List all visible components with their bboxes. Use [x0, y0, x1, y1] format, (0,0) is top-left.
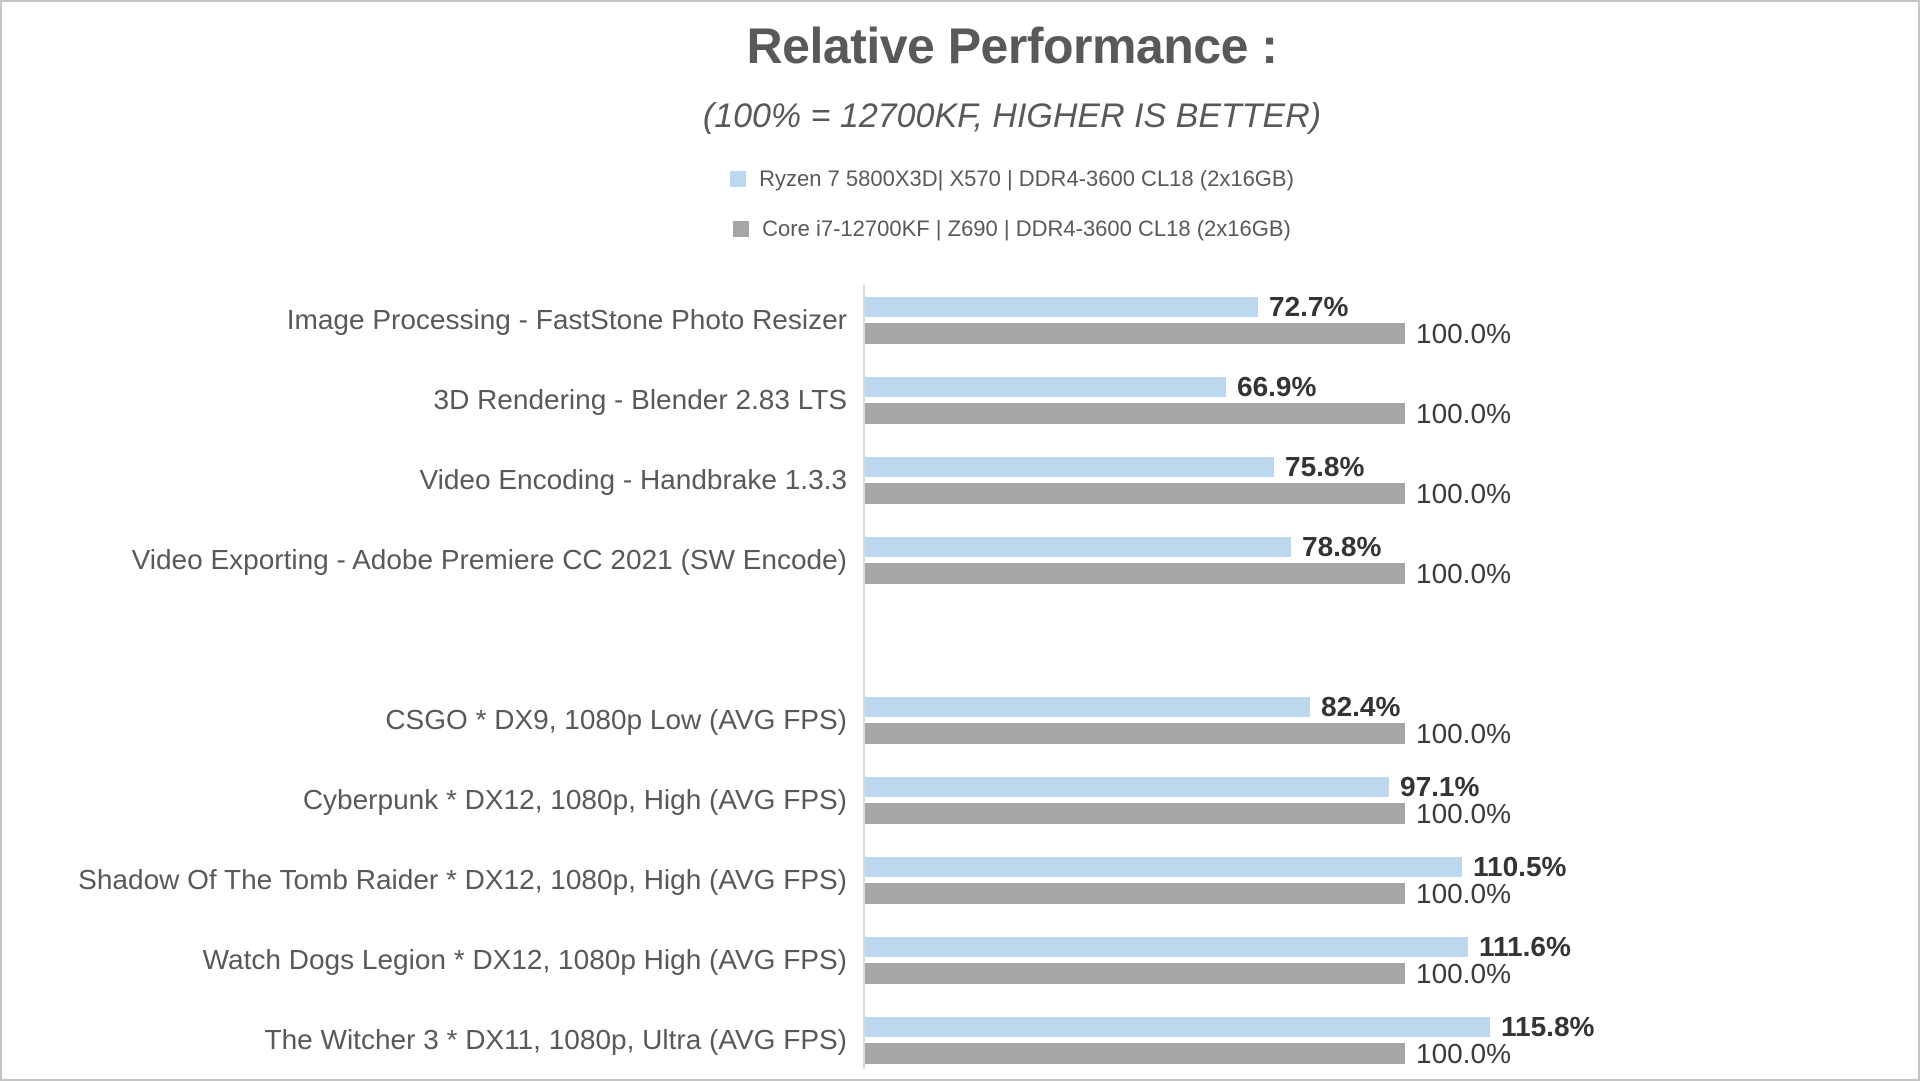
intel-value-label: 100.0%: [1416, 398, 1511, 429]
ryzen-bar: [865, 777, 1389, 797]
ryzen-bar: [865, 1017, 1490, 1037]
intel-value-label: 100.0%: [1416, 718, 1511, 749]
category-label: Watch Dogs Legion * DX12, 1080p High (AV…: [202, 944, 847, 975]
intel-bar: [865, 1043, 1405, 1064]
ryzen-value-label: 115.8%: [1501, 1011, 1595, 1042]
legend: Ryzen 7 5800X3D| X570 | DDR4-3600 CL18 (…: [102, 166, 1918, 242]
intel-value-label: 100.0%: [1416, 878, 1511, 909]
ryzen-bar: [865, 297, 1258, 317]
ryzen-bar: [865, 937, 1468, 957]
ryzen-value-label: 97.1%: [1400, 771, 1480, 802]
chart-subtitle: (100% = 12700KF, HIGHER IS BETTER): [702, 97, 1322, 135]
ryzen-value-label: 66.9%: [1237, 371, 1317, 402]
intel-bar: [865, 723, 1405, 744]
chart-title: Relative Performance :: [746, 18, 1278, 74]
ryzen-value-label: 111.6%: [1479, 931, 1571, 962]
ryzen-bar: [865, 857, 1462, 877]
legend-swatch-icon: [733, 221, 750, 237]
intel-value-label: 100.0%: [1416, 1038, 1511, 1069]
category-label: Video Exporting - Adobe Premiere CC 2021…: [131, 544, 847, 575]
ryzen-value-label: 110.5%: [1473, 851, 1567, 882]
ryzen-bar: [865, 457, 1274, 477]
category-label: Cyberpunk * DX12, 1080p, High (AVG FPS): [302, 784, 847, 815]
intel-bar: [865, 403, 1405, 424]
intel-value-label: 100.0%: [1416, 478, 1511, 509]
intel-value-label: 100.0%: [1416, 318, 1511, 349]
intel-bar: [865, 963, 1405, 984]
category-axis-line: [863, 285, 865, 1069]
intel-bar: [865, 803, 1405, 824]
category-label: Shadow Of The Tomb Raider * DX12, 1080p,…: [78, 864, 847, 895]
legend-label: Core i7-12700KF | Z690 | DDR4-3600 CL18 …: [762, 216, 1291, 241]
ryzen-value-label: 75.8%: [1285, 451, 1365, 482]
ryzen-value-label: 82.4%: [1321, 691, 1401, 722]
legend-item: Core i7-12700KF | Z690 | DDR4-3600 CL18 …: [733, 216, 1291, 242]
intel-bar: [865, 883, 1405, 904]
ryzen-bar: [865, 377, 1226, 397]
legend-swatch-icon: [730, 171, 747, 187]
ryzen-bar: [865, 537, 1291, 557]
ryzen-value-label: 78.8%: [1302, 531, 1382, 562]
intel-bar: [865, 483, 1405, 504]
category-label: The Witcher 3 * DX11, 1080p, Ultra (AVG …: [264, 1024, 847, 1055]
category-label: Image Processing - FastStone Photo Resiz…: [286, 304, 847, 335]
ryzen-bar: [865, 697, 1310, 717]
intel-value-label: 100.0%: [1416, 558, 1511, 589]
intel-bar: [865, 323, 1405, 344]
legend-item: Ryzen 7 5800X3D| X570 | DDR4-3600 CL18 (…: [730, 166, 1294, 192]
intel-value-label: 100.0%: [1416, 958, 1511, 989]
legend-label: Ryzen 7 5800X3D| X570 | DDR4-3600 CL18 (…: [759, 166, 1294, 191]
category-label: 3D Rendering - Blender 2.83 LTS: [433, 384, 848, 415]
intel-value-label: 100.0%: [1416, 798, 1511, 829]
ryzen-value-label: 72.7%: [1269, 291, 1349, 322]
category-label: CSGO * DX9, 1080p Low (AVG FPS): [385, 704, 847, 735]
intel-bar: [865, 563, 1405, 584]
category-label: Video Encoding - Handbrake 1.3.3: [419, 464, 847, 495]
